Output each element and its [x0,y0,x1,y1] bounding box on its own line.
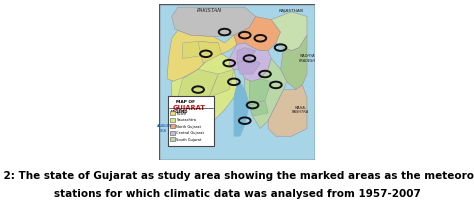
Text: Figure 2: The state of Gujarat as study area showing the marked areas as the met: Figure 2: The state of Gujarat as study … [0,171,474,181]
Polygon shape [209,69,234,97]
Polygon shape [182,41,219,58]
Bar [170,131,175,135]
Bar [170,111,175,115]
Polygon shape [249,79,271,105]
Text: Kutch: Kutch [176,112,187,116]
Polygon shape [229,43,271,82]
Polygon shape [167,31,237,82]
Polygon shape [237,48,255,63]
Text: stations for which climatic data was analysed from 1957-2007: stations for which climatic data was ana… [54,189,420,199]
Bar [170,124,175,128]
Polygon shape [234,17,281,51]
Text: North Gujarat: North Gujarat [176,125,201,129]
Polygon shape [172,54,237,125]
Polygon shape [172,7,255,37]
Text: PAKISTAN: PAKISTAN [196,8,221,13]
Text: Central Gujarat: Central Gujarat [176,131,204,135]
Polygon shape [237,58,260,74]
Text: MADHYA
PRADESH: MADHYA PRADESH [299,54,316,63]
Text: Saurashtra: Saurashtra [176,118,196,122]
Text: MAP OF: MAP OF [175,100,194,104]
Text: ARABIAN
SEA: ARABIAN SEA [156,124,172,133]
Polygon shape [281,35,307,89]
Polygon shape [268,85,307,136]
Polygon shape [234,82,249,136]
Bar [168,96,214,146]
Bar [170,138,175,141]
Polygon shape [249,100,268,116]
Polygon shape [198,41,221,63]
Bar [170,118,175,122]
Polygon shape [271,12,307,51]
Polygon shape [187,97,214,125]
Text: South Gujarat: South Gujarat [176,138,202,142]
Text: MAHA-
RASHTRA: MAHA- RASHTRA [292,105,310,114]
Text: LEGEND: LEGEND [171,110,188,114]
Polygon shape [245,58,287,128]
Text: GUJARAT: GUJARAT [173,105,205,112]
Polygon shape [178,69,219,105]
Text: RAJASTHAN: RAJASTHAN [279,9,304,13]
